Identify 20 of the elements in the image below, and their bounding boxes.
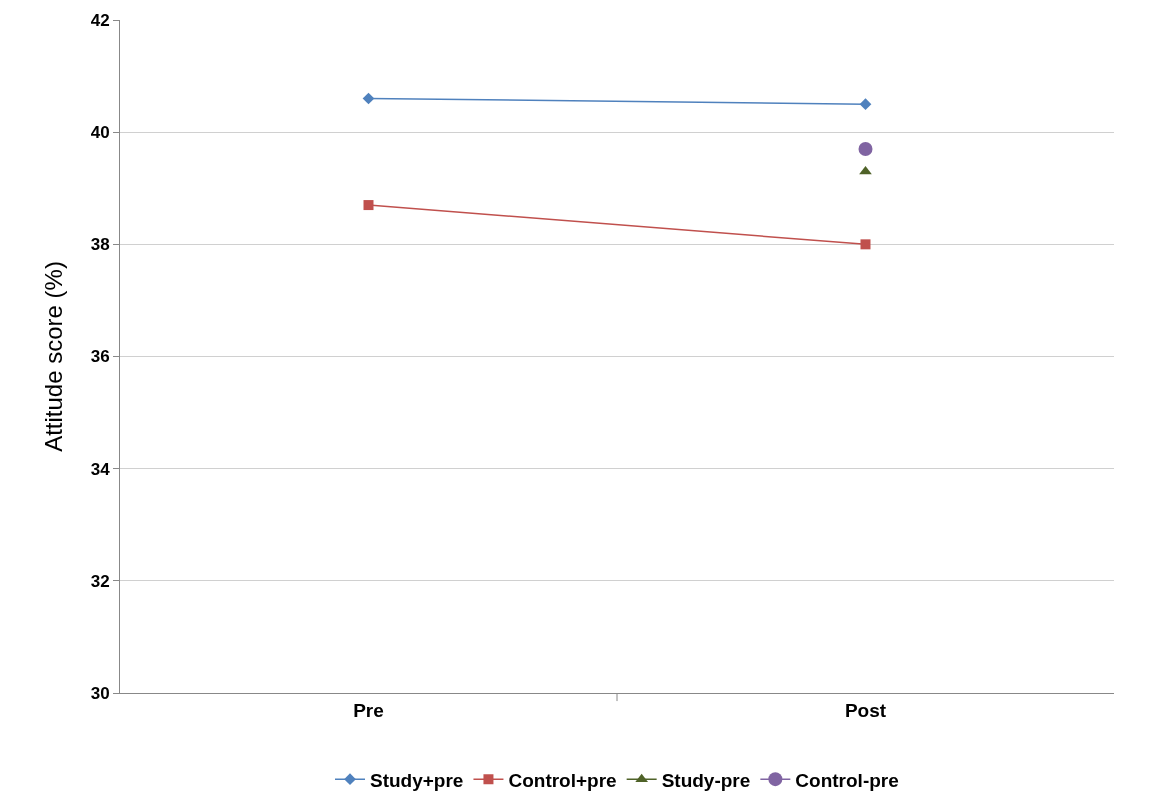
y-tick-label: 40 xyxy=(90,123,110,143)
point xyxy=(860,239,871,250)
point xyxy=(363,200,374,211)
point xyxy=(362,92,375,105)
y-tick-label: 30 xyxy=(90,683,110,703)
x-tick-label: Pre xyxy=(353,699,384,721)
y-tick-label: 38 xyxy=(90,235,110,255)
y-axis-title: Attitude score (%) xyxy=(40,261,67,452)
point xyxy=(858,141,873,156)
x-tick-label: Post xyxy=(844,699,887,721)
y-tick-label: 42 xyxy=(90,10,110,30)
y-tick-label: 34 xyxy=(90,459,111,479)
point xyxy=(859,98,872,110)
legend-label: Control-pre xyxy=(795,769,899,791)
point xyxy=(859,165,872,175)
y-tick-label: 36 xyxy=(90,347,110,367)
legend-label: Study-pre xyxy=(661,769,751,791)
legend-label: Study+pre xyxy=(370,769,464,791)
y-tick-label: 32 xyxy=(90,571,110,591)
legend-label: Control+pre xyxy=(508,769,617,791)
